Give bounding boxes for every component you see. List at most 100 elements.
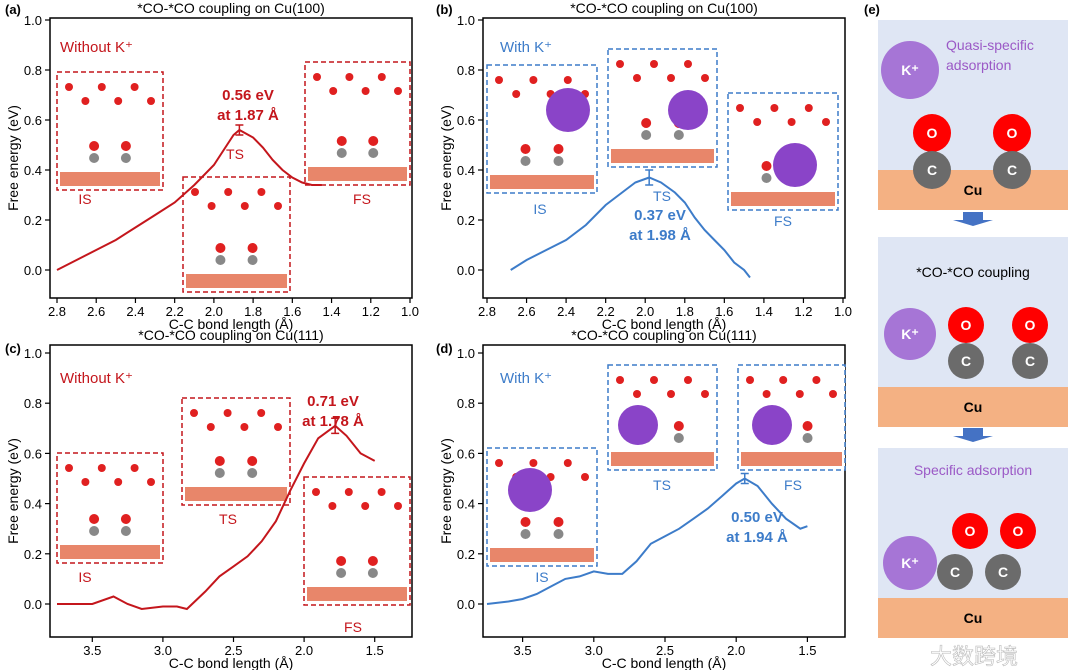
x-tick-label: 2.0 [636, 304, 654, 319]
carbon-atom [985, 554, 1021, 590]
water-oxygen [224, 188, 233, 196]
chart-title: *CO-*CO coupling on Cu(111) [138, 327, 323, 343]
x-tick-label: 2.4 [126, 304, 144, 319]
y-axis-label: Free energy (eV) [438, 438, 454, 544]
oxygen-atom [120, 141, 131, 151]
potassium-ion-label: K⁺ [901, 555, 919, 571]
x-tick-label: 2.8 [478, 304, 496, 319]
x-tick-label: 2.0 [295, 643, 313, 658]
water-oxygen [361, 87, 370, 95]
x-axis-label: C-C bond length (Å) [602, 316, 727, 332]
plot-frame [49, 17, 413, 299]
water-oxygen [804, 104, 813, 112]
x-tick-label: 3.5 [514, 643, 532, 658]
step-caption-quasi-specific: Quasi-specific adsorption [946, 37, 1034, 73]
carbon-atom [336, 148, 347, 158]
copper-surface [878, 387, 1068, 427]
y-axis-label: Free energy (eV) [5, 105, 21, 211]
panel-a: (a) *CO-*CO coupling on Cu(100) 0.0 0.2 0.4 0… [5, 0, 419, 332]
oxygen-atom [761, 161, 772, 171]
water-oxygen [650, 60, 658, 68]
oxygen-atom [641, 118, 652, 128]
oxygen-atom [336, 136, 347, 146]
y-tick-label: 0.6 [457, 446, 475, 461]
x-tick-label: 2.0 [727, 643, 745, 658]
x-tick-label: 1.2 [794, 304, 812, 319]
oxygen-atom [368, 136, 379, 146]
copper-slab [60, 172, 160, 186]
x-tick-label: 1.6 [715, 304, 733, 319]
copper-slab [308, 167, 407, 181]
water-oxygen [736, 104, 744, 112]
carbon-atom [641, 130, 652, 140]
water-oxygen [361, 502, 370, 510]
water-oxygen [97, 83, 106, 91]
y-tick-label: 0.4 [24, 497, 42, 512]
legend-label: Without K⁺ [60, 370, 133, 387]
error-bar [331, 417, 340, 435]
y-tick-label: 0.4 [24, 163, 42, 178]
water-oxygen [313, 73, 321, 81]
potassium-ion [773, 143, 817, 187]
copper-slab [490, 175, 594, 189]
water-oxygen [633, 74, 641, 82]
state-label: FS [784, 477, 802, 493]
down-arrow-icon [953, 428, 993, 442]
oxygen-atom [214, 456, 225, 466]
copper-slab [60, 545, 160, 559]
y-tick-label: 0.4 [457, 497, 475, 512]
carbon-atom [89, 526, 100, 536]
y-tick-label: 0.0 [457, 597, 475, 612]
x-axis-label: C-C bond length (Å) [169, 316, 294, 332]
copper-slab [611, 452, 714, 466]
error-bar [235, 124, 244, 136]
y-tick-label: 0.2 [457, 547, 475, 562]
carbon-atom-label: C [961, 353, 971, 369]
structure-snapshot-is [486, 64, 598, 194]
water-oxygen [770, 104, 779, 112]
y-tick-label: 0.6 [24, 446, 42, 461]
water-oxygen [114, 97, 123, 105]
x-tick-label: 2.5 [656, 643, 674, 658]
potassium-ion [668, 90, 708, 130]
mechanism-step-2: Cu *CO-*CO coupling K⁺ O C O C [878, 237, 1068, 427]
chart-title: *CO-*CO coupling on Cu(100) [137, 0, 325, 16]
copper-label: Cu [964, 182, 983, 198]
y-tick-label: 1.0 [457, 346, 475, 361]
energy-curve [486, 477, 808, 605]
watermark: 大数跨境 [930, 644, 1018, 669]
water-oxygen [581, 473, 589, 481]
x-tick-label: 1.2 [362, 304, 380, 319]
water-oxygen [130, 83, 139, 91]
structure-snapshot-is [56, 452, 164, 564]
mechanism-step-1: Cu K⁺ O C O C [878, 20, 1068, 210]
water-oxygen [829, 390, 837, 398]
water-oxygen [206, 423, 215, 431]
state-label: IS [535, 569, 548, 585]
structure-snapshot-fs [303, 476, 411, 606]
state-label: TS [653, 477, 671, 493]
water-oxygen [616, 376, 624, 384]
state-label: TS [219, 511, 237, 527]
copper-surface [878, 170, 1068, 210]
y-axis-label: Free energy (eV) [438, 105, 454, 211]
water-oxygen [563, 76, 572, 84]
water-oxygen [312, 488, 320, 496]
water-oxygen [147, 97, 155, 105]
water-oxygen [495, 76, 503, 84]
plot-frame [482, 344, 846, 638]
error-bar [740, 472, 749, 485]
water-oxygen [377, 488, 386, 496]
barrier-annotation: 0.56 eV [222, 87, 274, 104]
water-oxygen [114, 478, 123, 486]
water-oxygen [81, 97, 90, 105]
water-oxygen [240, 423, 249, 431]
snapshot-frame [303, 476, 411, 606]
water-oxygen [633, 390, 641, 398]
water-oxygen [795, 390, 804, 398]
y-tick-label: 0.6 [457, 113, 475, 128]
water-oxygen [812, 376, 821, 384]
panel-label: (e) [864, 2, 880, 17]
y-tick-label: 0.8 [24, 63, 42, 78]
water-oxygen [274, 202, 282, 210]
